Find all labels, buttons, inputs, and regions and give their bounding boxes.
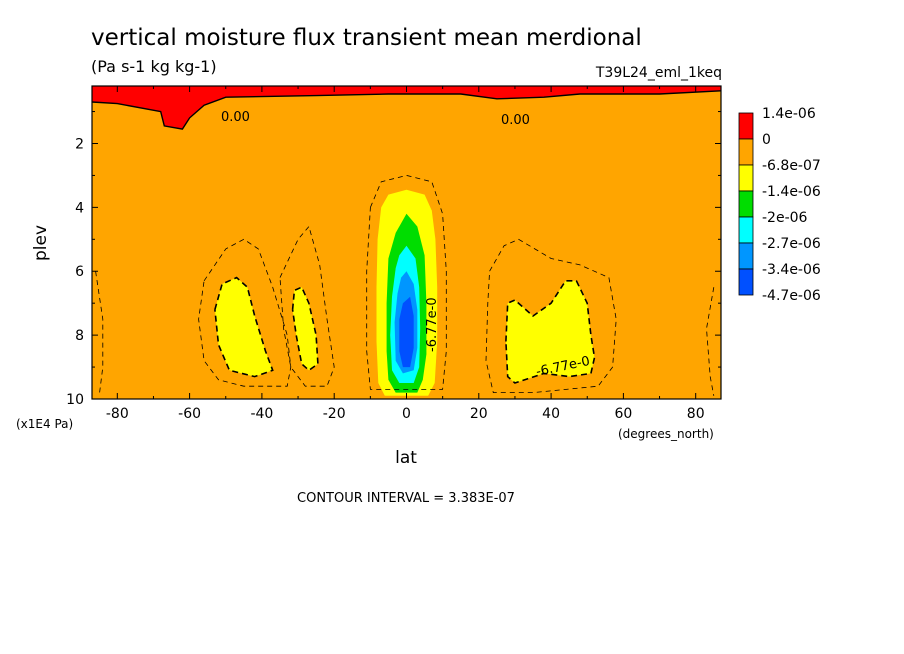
contour-line <box>485 238 617 394</box>
x-tick-label: 20 <box>470 406 488 422</box>
contour-line <box>279 225 335 387</box>
y-tick-label: 6 <box>75 264 84 280</box>
legend-swatch <box>738 112 754 140</box>
chart-title: vertical moisture flux transient mean me… <box>91 25 642 51</box>
contour-line <box>366 174 447 390</box>
x-tick-label: -60 <box>178 406 201 422</box>
legend-label: -6.8e-07 <box>762 158 821 174</box>
x-tick-label: 80 <box>687 406 705 422</box>
legend-swatch <box>738 138 754 166</box>
contour-fill-region <box>505 280 595 383</box>
legend-label: 0 <box>762 132 771 148</box>
legend: 1.4e-06 0 -6.8e-07 -1.4e-06 -2e-06 -2.7e-06 -3… <box>738 106 821 304</box>
x-tick-label: -40 <box>250 406 273 422</box>
chart-units: (Pa s-1 kg kg-1) <box>91 57 217 76</box>
contour-line <box>706 287 715 396</box>
legend-swatch <box>738 242 754 270</box>
legend-label: -1.4e-06 <box>762 184 821 200</box>
contour-line <box>291 286 319 372</box>
contour-fill-region <box>292 287 318 371</box>
legend-label: -2.7e-06 <box>762 236 821 252</box>
contour-lines <box>92 90 721 396</box>
contour-line <box>505 279 596 384</box>
contour-line <box>198 238 292 387</box>
legend-swatch <box>738 164 754 192</box>
x-axis: -80 -60 -40 -20 0 20 40 60 80 <box>106 86 705 422</box>
contour-line <box>92 90 721 130</box>
contour-label: 0.00 <box>221 110 250 125</box>
y-tick-label: 10 <box>66 392 84 408</box>
y-axis-label: plev <box>31 225 51 261</box>
x-tick-label: 60 <box>614 406 632 422</box>
x-tick-label: 40 <box>542 406 560 422</box>
legend-label: -4.7e-06 <box>762 288 821 304</box>
y-tick-label: 4 <box>75 200 84 216</box>
legend-label: -2e-06 <box>762 210 808 226</box>
x-tick-label: -80 <box>106 406 129 422</box>
plot-area <box>92 86 721 399</box>
legend-swatch <box>738 190 754 218</box>
run-label: T39L24_eml_1keq <box>595 65 722 81</box>
legend-swatch <box>738 216 754 244</box>
y-tick-label: 2 <box>75 136 84 152</box>
contour-label: -6.77e-0 <box>425 297 440 352</box>
y-axis: 2 4 6 8 10 <box>66 111 721 408</box>
legend-label: -3.4e-06 <box>762 262 821 278</box>
x-tick-label: -20 <box>323 406 346 422</box>
contour-line <box>214 276 274 378</box>
y-tick-label: 8 <box>75 328 84 344</box>
x-axis-label: lat <box>395 448 417 468</box>
contour-fill-region <box>399 296 414 368</box>
legend-label: 1.4e-06 <box>762 106 816 122</box>
x-axis-units: (degrees_north) <box>618 427 714 441</box>
legend-swatch <box>738 268 754 296</box>
x-tick-label: 0 <box>402 406 411 422</box>
contour-fill-region <box>214 277 273 377</box>
y-axis-units: (x1E4 Pa) <box>16 417 73 431</box>
contour-label: 0.00 <box>501 113 530 128</box>
contour-interval: CONTOUR INTERVAL = 3.383E-07 <box>297 491 515 506</box>
contour-line <box>95 271 104 396</box>
